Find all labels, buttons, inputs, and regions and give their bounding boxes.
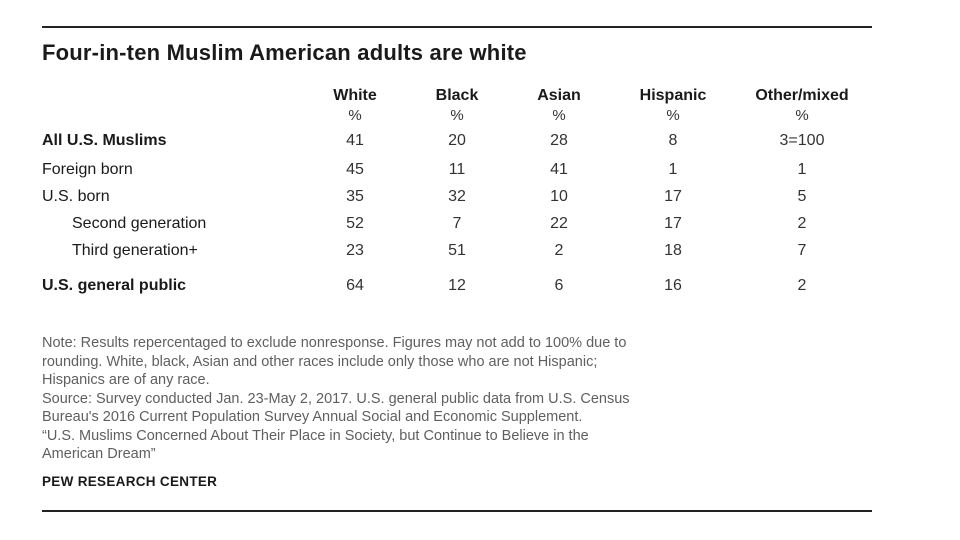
row-label: All U.S. Muslims <box>42 132 167 149</box>
chart-title: Four-in-ten Muslim American adults are w… <box>42 40 527 65</box>
table-row: U.S. born 35 32 10 17 5 <box>42 183 872 210</box>
table-row: Foreign born 45 11 41 1 1 <box>42 156 872 183</box>
column-header: Hispanic <box>639 87 707 104</box>
report-title-line: American Dream” <box>42 446 156 462</box>
unit-label: % <box>450 107 464 124</box>
table-row: Third generation+ 23 51 2 18 7 <box>42 237 872 264</box>
unit-label: % <box>552 107 566 124</box>
cell-value: 45 <box>346 161 364 178</box>
row-label: Second generation <box>72 215 207 232</box>
row-label: Foreign born <box>42 161 133 178</box>
cell-value: 6 <box>554 277 564 294</box>
report-title-line: “U.S. Muslims Concerned About Their Plac… <box>42 427 589 444</box>
row-label: U.S. born <box>42 188 110 205</box>
cell-value: 1 <box>668 161 678 178</box>
cell-value: 10 <box>550 188 568 205</box>
cell-value: 7 <box>797 242 807 259</box>
cell-value: 11 <box>448 161 466 178</box>
row-label: Third generation+ <box>72 242 198 259</box>
note-block: Note: Results repercentaged to exclude n… <box>42 334 872 464</box>
data-table: White Black Asian Hispanic Other/mixed %… <box>42 86 872 299</box>
cell-value: 41 <box>550 161 568 178</box>
unit-label: % <box>348 107 362 124</box>
column-header-row: White Black Asian Hispanic Other/mixed <box>42 86 872 106</box>
source-organization: PEW RESEARCH CENTER <box>42 474 218 489</box>
cell-value: 5 <box>797 188 807 205</box>
column-header: Black <box>435 87 479 104</box>
top-rule <box>42 26 872 28</box>
bottom-rule <box>42 510 872 512</box>
cell-value: 16 <box>664 277 682 294</box>
note-line: Hispanics are of any race. <box>42 372 210 388</box>
cell-value: 18 <box>664 242 682 259</box>
row-label: U.S. general public <box>42 277 187 294</box>
note-line: rounding. White, black, Asian and other … <box>42 353 598 370</box>
cell-value: 32 <box>448 188 466 205</box>
cell-value: 1 <box>797 161 807 178</box>
cell-value: 2 <box>554 242 564 259</box>
unit-label: % <box>795 107 809 124</box>
source-line: Source: Survey conducted Jan. 23-May 2, … <box>42 390 630 407</box>
cell-value: 8 <box>668 132 678 149</box>
unit-label: % <box>666 107 680 124</box>
cell-value: 2 <box>797 215 807 232</box>
cell-value: 52 <box>346 215 364 232</box>
cell-value: 64 <box>346 277 364 294</box>
column-header: Asian <box>537 87 581 104</box>
cell-value: 28 <box>550 132 568 149</box>
table-row: Second generation 52 7 22 17 2 <box>42 210 872 237</box>
column-header: Other/mixed <box>755 87 849 104</box>
source-line: Bureau's 2016 Current Population Survey … <box>42 409 583 425</box>
unit-row: % % % % % <box>42 106 872 126</box>
table-row: U.S. general public 64 12 6 16 2 <box>42 264 872 299</box>
cell-value: 2 <box>797 277 807 294</box>
cell-value: 35 <box>346 188 364 205</box>
cell-value: 17 <box>664 188 682 205</box>
cell-value: 17 <box>664 215 682 232</box>
cell-value: 3=100 <box>779 132 825 149</box>
column-header: White <box>333 87 377 104</box>
cell-value: 20 <box>448 132 466 149</box>
cell-value: 51 <box>448 242 466 259</box>
cell-value: 41 <box>346 132 364 149</box>
row-label-header <box>42 86 300 106</box>
cell-value: 22 <box>550 215 568 232</box>
cell-value: 7 <box>452 215 462 232</box>
note-line: Note: Results repercentaged to exclude n… <box>42 335 627 351</box>
cell-value: 12 <box>448 277 466 294</box>
table-row: All U.S. Muslims 41 20 28 8 3=100 <box>42 126 872 156</box>
cell-value: 23 <box>346 242 364 259</box>
